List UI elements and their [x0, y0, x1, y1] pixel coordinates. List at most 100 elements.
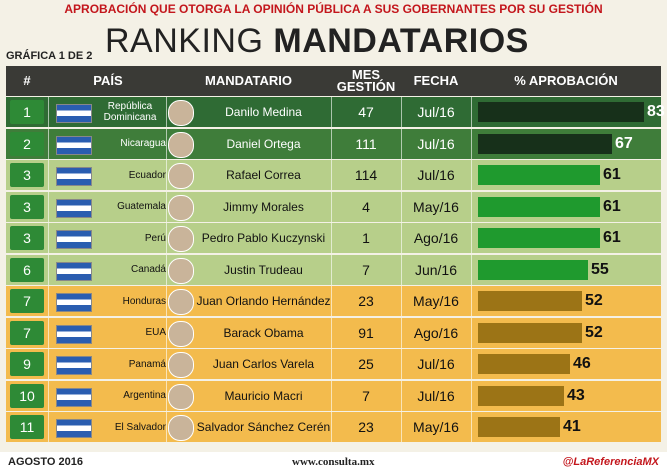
column-label: % APROBACIÓN — [514, 73, 618, 88]
separator — [401, 412, 402, 442]
flag — [56, 356, 92, 375]
date: Jul/16 — [417, 167, 455, 183]
country: Canadá — [130, 264, 166, 275]
date: Jul/16 — [417, 387, 455, 404]
flag — [56, 387, 92, 407]
date: Ago/16 — [413, 230, 459, 246]
separator — [48, 160, 49, 190]
approval-bar — [478, 165, 600, 185]
separator — [401, 254, 402, 285]
column-label: PAÍS — [93, 73, 123, 88]
rank: 3 — [10, 194, 44, 219]
leader: Daniel Ortega — [226, 136, 301, 151]
column-label: MES GESTIÓN — [336, 67, 396, 94]
leader: Mauricio Macri — [224, 388, 303, 403]
photo — [168, 257, 194, 284]
approval-bar — [478, 228, 600, 248]
separator — [471, 191, 472, 222]
separator — [48, 317, 49, 348]
separator — [401, 128, 402, 159]
flag — [56, 261, 92, 281]
country: Ecuador — [128, 169, 166, 181]
rank: 11 — [10, 415, 44, 439]
country: República Dominicana — [103, 101, 157, 123]
separator — [48, 223, 49, 253]
photo — [168, 194, 194, 221]
separator — [48, 412, 49, 442]
title-bold: MANDATARIOS — [273, 22, 529, 60]
date: Jul/16 — [417, 356, 455, 372]
photo — [168, 415, 194, 441]
rank: 9 — [10, 352, 44, 376]
separator — [331, 223, 332, 253]
months: 114 — [354, 167, 378, 183]
column-label: MANDATARIO — [205, 73, 292, 88]
country: EUA — [145, 327, 166, 338]
separator — [331, 412, 332, 442]
separator — [166, 286, 167, 316]
leader: Justin Trudeau — [224, 262, 303, 277]
table-row: 6 Canadá Justin Trudeau 7 Jun/16 55 — [6, 254, 661, 285]
country: El Salvador — [114, 421, 166, 433]
approval-bar — [478, 417, 560, 437]
flag — [56, 324, 92, 344]
column-label: # — [23, 73, 31, 88]
approval-bar — [478, 354, 570, 374]
months: 47 — [358, 104, 374, 120]
separator — [331, 380, 332, 411]
separator — [471, 128, 472, 159]
date: Jul/16 — [417, 104, 455, 120]
footer-handle: @LaReferenciaMX — [562, 456, 659, 468]
flag — [56, 167, 92, 186]
separator — [166, 97, 167, 127]
table-row: 11 El Salvador Salvador Sánchez Cerén 23 May… — [6, 412, 661, 442]
separator — [48, 349, 49, 379]
separator — [401, 380, 402, 411]
separator — [331, 160, 332, 190]
separator — [166, 160, 167, 190]
photo — [168, 383, 194, 410]
rank: 7 — [10, 289, 44, 313]
separator — [471, 317, 472, 348]
separator — [401, 191, 402, 222]
approval-label: 83 — [647, 103, 665, 120]
leader: Juan Carlos Varela — [212, 357, 315, 371]
rank: 3 — [10, 226, 44, 250]
approval-label: 46 — [573, 355, 591, 372]
approval-label: 61 — [603, 197, 621, 215]
months: 1 — [362, 230, 370, 246]
table-row: 3 Perú Pedro Pablo Kuczynski 1 Ago/16 61 — [6, 223, 661, 253]
flag — [56, 293, 92, 312]
months: 111 — [355, 135, 377, 152]
separator — [166, 128, 167, 159]
separator — [401, 286, 402, 316]
separator — [166, 317, 167, 348]
country: Guatemala — [117, 201, 166, 212]
separator — [166, 349, 167, 379]
months: 7 — [362, 261, 370, 278]
date: Jun/16 — [414, 261, 458, 278]
table-row: 1 República Dominicana Danilo Medina 47 Jul/… — [6, 97, 665, 127]
country: Panamá — [128, 358, 166, 370]
photo — [168, 226, 194, 252]
approval-label: 41 — [563, 418, 581, 435]
title: RANKING MANDATARIOS — [105, 22, 529, 61]
approval-label: 55 — [591, 260, 609, 278]
table-row: 7 Honduras Juan Orlando Hernández 23 May/16 5… — [6, 286, 661, 316]
subtitle: APROBACIÓN QUE OTORGA LA OPINIÓN PÚBLICA… — [64, 2, 603, 16]
approval-bar — [478, 102, 644, 122]
approval-label: 52 — [585, 292, 603, 309]
country: Honduras — [122, 295, 166, 307]
separator — [331, 254, 332, 285]
separator — [471, 160, 472, 190]
photo — [168, 352, 194, 378]
flag — [56, 104, 92, 123]
column-header: # PAÍS MANDATARIO MES GESTIÓN FECHA % APROBAC… — [6, 66, 661, 96]
country: Perú — [144, 232, 166, 244]
approval-bar — [478, 291, 582, 311]
country: Nicaragua — [120, 138, 166, 149]
approval-label: 52 — [585, 323, 603, 341]
leader: Jimmy Morales — [223, 199, 304, 214]
approval-bar — [478, 385, 564, 406]
